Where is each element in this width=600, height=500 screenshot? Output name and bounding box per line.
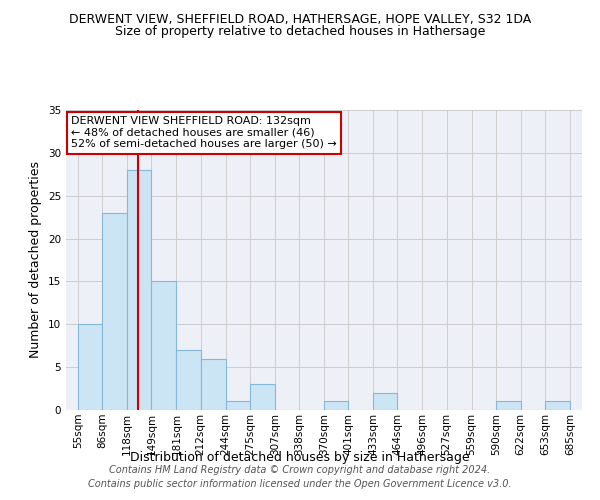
Bar bbox=[373, 393, 397, 410]
Bar bbox=[250, 384, 275, 410]
Y-axis label: Number of detached properties: Number of detached properties bbox=[29, 162, 43, 358]
Text: DERWENT VIEW SHEFFIELD ROAD: 132sqm
← 48% of detached houses are smaller (46)
52: DERWENT VIEW SHEFFIELD ROAD: 132sqm ← 48… bbox=[71, 116, 337, 149]
Text: Size of property relative to detached houses in Hathersage: Size of property relative to detached ho… bbox=[115, 25, 485, 38]
Text: Distribution of detached houses by size in Hathersage: Distribution of detached houses by size … bbox=[130, 451, 470, 464]
Bar bbox=[324, 402, 348, 410]
Bar bbox=[545, 402, 570, 410]
Bar bbox=[176, 350, 200, 410]
Bar bbox=[102, 213, 127, 410]
Text: Contains HM Land Registry data © Crown copyright and database right 2024.
Contai: Contains HM Land Registry data © Crown c… bbox=[88, 465, 512, 489]
Bar bbox=[151, 282, 176, 410]
Bar bbox=[496, 402, 521, 410]
Bar bbox=[78, 324, 102, 410]
Text: DERWENT VIEW, SHEFFIELD ROAD, HATHERSAGE, HOPE VALLEY, S32 1DA: DERWENT VIEW, SHEFFIELD ROAD, HATHERSAGE… bbox=[69, 12, 531, 26]
Bar bbox=[200, 358, 226, 410]
Bar bbox=[226, 402, 250, 410]
Bar bbox=[127, 170, 151, 410]
